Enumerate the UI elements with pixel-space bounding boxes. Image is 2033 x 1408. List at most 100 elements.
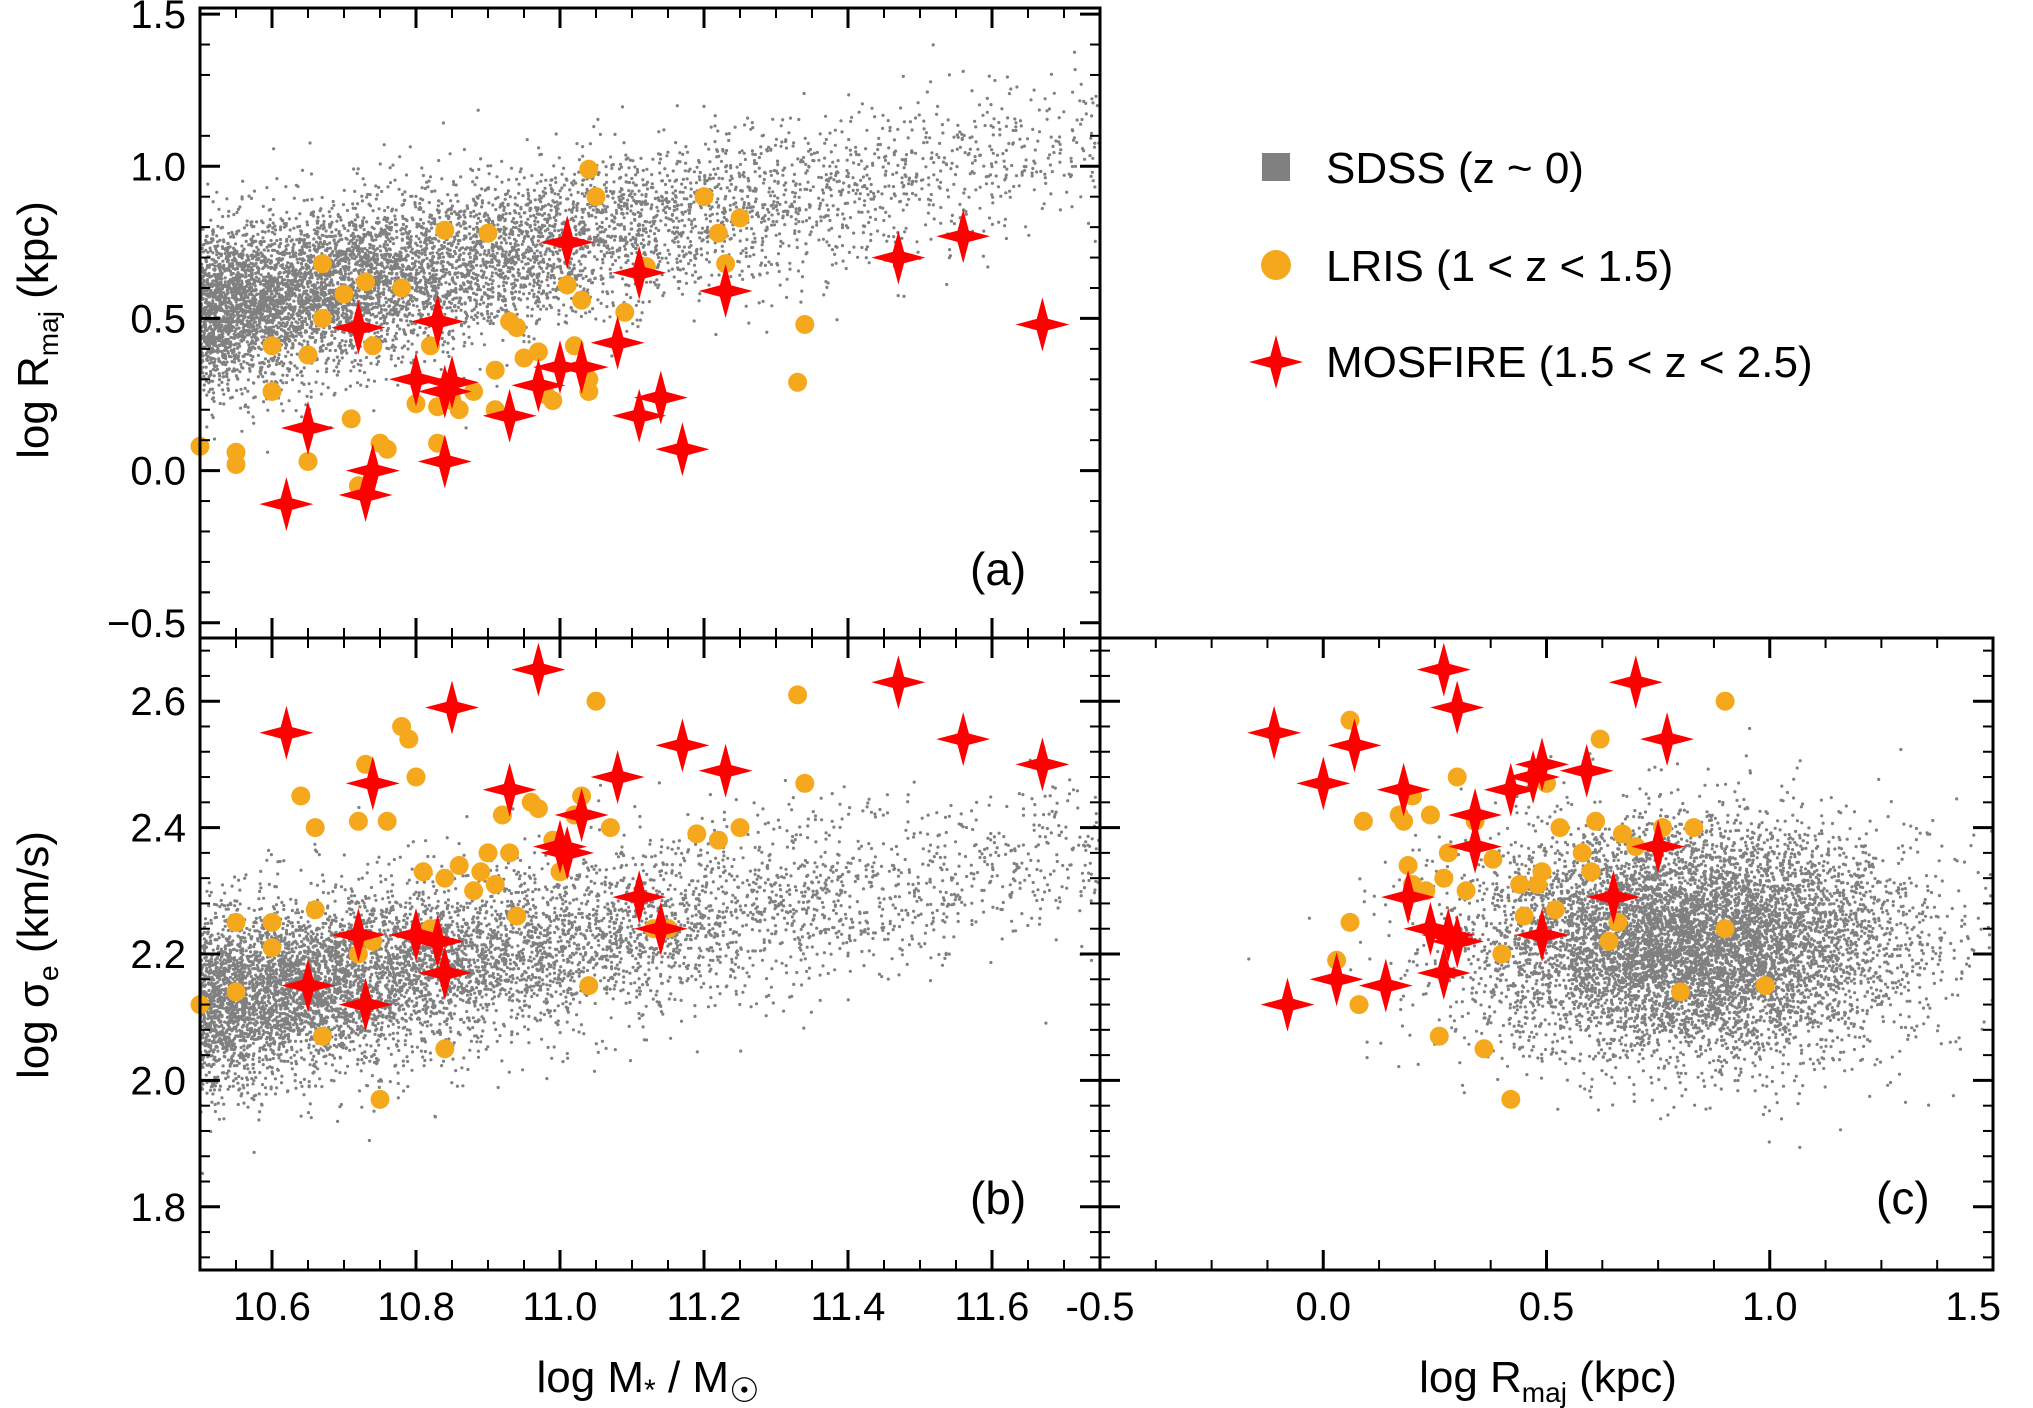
sdss-point [148,249,151,252]
sdss-point [177,280,180,283]
sdss-point [611,197,614,200]
sdss-point [158,392,161,395]
sdss-point [1180,149,1183,152]
sdss-point [363,247,366,250]
sdss-point [156,251,159,254]
sdss-point [922,120,925,123]
sdss-point [150,364,153,367]
sdss-point [705,217,708,220]
sdss-point [180,280,183,283]
sdss-point [472,210,475,213]
sdss-point [463,321,466,324]
sdss-point [171,367,174,370]
sdss-point [188,313,191,316]
sdss-point [764,256,767,259]
sdss-point [578,158,581,161]
sdss-point [296,353,299,356]
sdss-point [863,199,866,202]
sdss-point [389,166,392,169]
sdss-point [455,309,458,312]
sdss-point [1027,234,1030,237]
sdss-point [532,214,535,217]
sdss-point [729,275,732,278]
sdss-point [319,345,322,348]
sdss-point [400,361,403,364]
sdss-point [303,366,306,369]
sdss-point [148,344,151,347]
sdss-point [153,284,156,287]
sdss-point [296,258,299,261]
sdss-point [698,175,701,178]
sdss-point [1073,136,1076,139]
sdss-point [842,181,845,184]
sdss-point [1156,198,1159,201]
sdss-point [548,304,551,307]
sdss-point [1255,107,1258,110]
sdss-point [143,390,146,393]
sdss-point [148,342,151,345]
sdss-point [865,129,868,132]
sdss-point [637,232,640,235]
sdss-point [732,196,735,199]
sdss-point [609,268,612,271]
sdss-point [469,211,472,214]
sdss-point [1033,188,1036,191]
sdss-point [633,165,636,168]
sdss-point [508,236,511,239]
sdss-point [152,347,155,350]
sdss-point [779,245,782,248]
sdss-point [732,228,735,231]
sdss-point [414,195,417,198]
sdss-point [244,233,247,236]
sdss-point [1015,174,1018,177]
sdss-point [153,271,156,274]
sdss-point [1054,139,1057,142]
sdss-point [319,241,322,244]
sdss-point [903,166,906,169]
sdss-point [168,291,171,294]
sdss-point [288,399,291,402]
sdss-point [182,286,185,289]
sdss-point [577,191,580,194]
sdss-point [183,280,186,283]
sdss-point [537,213,540,216]
sdss-point [860,159,863,162]
sdss-point [375,363,378,366]
sdss-point [379,245,382,248]
sdss-point [532,273,535,276]
sdss-point [188,288,191,291]
sdss-point [184,282,187,285]
sdss-point [1643,43,1646,46]
sdss-point [152,367,155,370]
sdss-point [192,333,195,336]
sdss-point [169,261,172,264]
sdss-point [168,276,171,279]
sdss-point [195,335,198,338]
sdss-point [1091,171,1094,174]
sdss-point [194,307,197,310]
sdss-point [892,235,895,238]
sdss-point [211,263,214,266]
sdss-point [193,338,196,341]
sdss-point [1031,167,1034,170]
sdss-point [675,217,678,220]
sdss-point [602,319,605,322]
sdss-point [372,209,375,212]
sdss-point [263,240,266,243]
sdss-point [1249,137,1252,140]
sdss-point [497,298,500,301]
sdss-point [509,242,512,245]
sdss-point [191,322,194,325]
sdss-point [680,234,683,237]
sdss-point [356,249,359,252]
sdss-point [241,392,244,395]
sdss-point [633,193,636,196]
sdss-point [952,136,955,139]
sdss-point [601,258,604,261]
sdss-point [1370,80,1373,83]
sdss-point [988,75,991,78]
sdss-point [173,357,176,360]
sdss-point [466,315,469,318]
sdss-point [174,276,177,279]
sdss-point [782,215,785,218]
